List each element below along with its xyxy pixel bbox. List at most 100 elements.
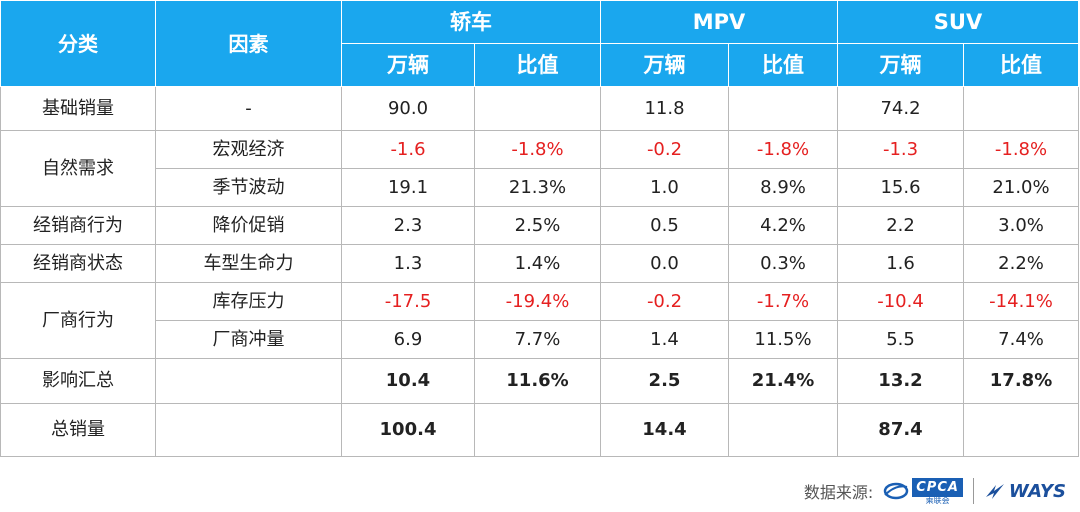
- cpca-logo: CPCA 乘联会: [883, 476, 963, 506]
- value-cell: -1.8%: [727, 130, 839, 169]
- table-body: 基础销量 -90.0 11.8 74.2 自然需求 宏观经济 -1.6 -1.8% -0.2 -1…: [0, 86, 1080, 457]
- value-cell: [963, 403, 1080, 457]
- value-cell: 100.4: [341, 403, 475, 457]
- row-category: 总销量: [0, 403, 156, 457]
- value-cell: 2.5: [600, 358, 729, 404]
- table-row: 自然需求 宏观经济 -1.6 -1.8% -0.2 -1.8% -1.3 -1.8%: [0, 130, 1080, 207]
- value-cell: 11.8: [600, 86, 729, 131]
- row-factor: 降价促销: [155, 206, 342, 245]
- row-factor: 车型生命力: [155, 244, 342, 283]
- value-cell: -1.8%: [963, 130, 1080, 169]
- value-cell: 21.4%: [727, 358, 839, 404]
- row-category: 厂商行为: [0, 282, 156, 359]
- header-sedan-units: 万辆: [341, 43, 475, 87]
- header-mpv-ratio: 比值: [727, 43, 839, 87]
- table-header: 分类 因素 轿车 MPV SUV 万辆 比值 万辆 比值 万辆 比值: [0, 0, 1080, 87]
- table-row: 经销商状态 车型生命力 1.3 1.4% 0.0 0.3% 1.6 2.2%: [0, 244, 1080, 283]
- row-factor: 宏观经济: [155, 130, 342, 169]
- row-category: 影响汇总: [0, 358, 156, 404]
- value-cell: 7.7%: [474, 320, 601, 359]
- value-cell: 21.3%: [474, 168, 601, 207]
- value-cell: -1.7%: [727, 282, 839, 321]
- value-cell: [727, 403, 839, 457]
- value-cell: [727, 86, 839, 131]
- value-cell: -0.2: [600, 282, 729, 321]
- value-cell: 21.0%: [963, 168, 1080, 207]
- value-cell: 1.4%: [474, 244, 601, 283]
- header-group-suv: SUV: [837, 0, 1080, 44]
- row-factor: 厂商冲量: [155, 320, 342, 359]
- value-cell: -1.3: [837, 130, 965, 169]
- value-cell: 17.8%: [963, 358, 1080, 404]
- value-cell: [474, 403, 601, 457]
- header-suv-ratio: 比值: [963, 43, 1080, 87]
- header-sedan-ratio: 比值: [474, 43, 601, 87]
- value-cell: -19.4%: [474, 282, 601, 321]
- value-cell: 11.6%: [474, 358, 601, 404]
- value-cell: 14.4: [600, 403, 729, 457]
- value-cell: 6.9: [341, 320, 475, 359]
- row-factor: 库存压力: [155, 282, 342, 321]
- cpca-swoosh-icon: [884, 482, 909, 500]
- value-cell: 1.3: [341, 244, 475, 283]
- value-cell: 0.3%: [727, 244, 839, 283]
- header-group-sedan: 轿车: [341, 0, 601, 44]
- header-category: 分类: [0, 0, 156, 87]
- value-cell: 87.4: [837, 403, 965, 457]
- value-cell: 15.6: [837, 168, 965, 207]
- table-row: 影响汇总 10.4 11.6% 2.5 21.4% 13.2 17.8%: [0, 358, 1080, 404]
- value-cell: -0.2: [600, 130, 729, 169]
- table-row: 经销商行为 降价促销 2.3 2.5% 0.5 4.2% 2.2 3.0%: [0, 206, 1080, 245]
- header-group-mpv: MPV: [599, 0, 839, 44]
- value-cell: -1.8%: [474, 130, 601, 169]
- row-category: 自然需求: [0, 130, 156, 207]
- logo-separator: [972, 478, 974, 504]
- ways-logo: WAYS: [984, 481, 1066, 502]
- value-cell: 2.2%: [963, 244, 1080, 283]
- value-cell: 5.5: [837, 320, 965, 359]
- value-cell: [474, 86, 601, 131]
- row-factor: 季节波动: [155, 168, 342, 207]
- value-cell: 2.2: [837, 206, 965, 245]
- value-cell: 4.2%: [727, 206, 839, 245]
- value-cell: 10.4: [341, 358, 475, 404]
- value-cell: 7.4%: [963, 320, 1080, 359]
- row-category: 经销商行为: [0, 206, 156, 245]
- value-cell: -17.5: [341, 282, 475, 321]
- value-cell: -14.1%: [963, 282, 1080, 321]
- value-cell: 19.1: [341, 168, 475, 207]
- sales-factor-table: 分类 因素 轿车 MPV SUV 万辆 比值 万辆 比值 万辆 比值 基础销量 -…: [0, 0, 1080, 457]
- value-cell: 3.0%: [963, 206, 1080, 245]
- row-factor: [155, 358, 342, 404]
- value-cell: 90.0: [341, 86, 475, 131]
- value-cell: 1.0: [600, 168, 729, 207]
- table-row: 季节波动 19.1 21.3% 1.0 8.9% 15.6 21.0%: [1, 168, 1080, 207]
- row-factor: -: [155, 86, 342, 131]
- header-mpv-units: 万辆: [600, 43, 729, 87]
- value-cell: 1.6: [837, 244, 965, 283]
- cpca-text: CPCA: [912, 478, 963, 497]
- header-factor: 因素: [155, 0, 342, 87]
- table-row: 厂商冲量 6.9 7.7% 1.4 11.5% 5.5 7.4%: [1, 320, 1080, 359]
- value-cell: [963, 86, 1080, 131]
- table-row: 基础销量 -90.0 11.8 74.2: [0, 86, 1080, 131]
- table-row: 厂商行为 库存压力 -17.5 -19.4% -0.2 -1.7% -10.4 -14.1%: [0, 282, 1080, 359]
- ways-mark-icon: [985, 484, 1004, 499]
- row-category: 经销商状态: [0, 244, 156, 283]
- source-footer: 数据来源: CPCA 乘联会 WAYS: [804, 476, 1066, 506]
- value-cell: -10.4: [837, 282, 965, 321]
- value-cell: 0.0: [600, 244, 729, 283]
- value-cell: 74.2: [837, 86, 965, 131]
- value-cell: 11.5%: [727, 320, 839, 359]
- value-cell: 1.4: [600, 320, 729, 359]
- row-category: 基础销量: [0, 86, 156, 131]
- value-cell: 2.3: [341, 206, 475, 245]
- cpca-sub: 乘联会: [925, 496, 950, 505]
- header-suv-units: 万辆: [837, 43, 965, 87]
- value-cell: 13.2: [837, 358, 965, 404]
- ways-text: WAYS: [1008, 480, 1066, 502]
- source-label: 数据来源:: [803, 483, 874, 502]
- value-cell: 0.5: [600, 206, 729, 245]
- value-cell: 8.9%: [727, 168, 839, 207]
- value-cell: -1.6: [341, 130, 475, 169]
